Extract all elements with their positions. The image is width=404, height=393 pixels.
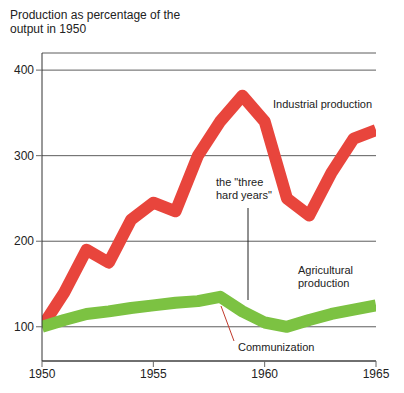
svg-text:1950: 1950	[29, 367, 56, 381]
svg-text:1965: 1965	[363, 367, 390, 381]
svg-text:200: 200	[14, 234, 34, 248]
svg-text:1960: 1960	[251, 367, 278, 381]
html-text:Communization: Communization	[238, 341, 315, 353]
html-text:Production as percentage of th: Production as percentage of the output i…	[10, 8, 181, 36]
svg-text:100: 100	[14, 320, 34, 334]
svg-text:400: 400	[14, 63, 34, 77]
html-text:Agricultural production: Agricultural production	[298, 264, 353, 289]
html-text:the "three hard years": the "three hard years"	[216, 176, 272, 201]
svg-text:300: 300	[14, 149, 34, 163]
svg-text:1955: 1955	[140, 367, 167, 381]
html-text:Industrial production: Industrial production	[273, 98, 373, 110]
